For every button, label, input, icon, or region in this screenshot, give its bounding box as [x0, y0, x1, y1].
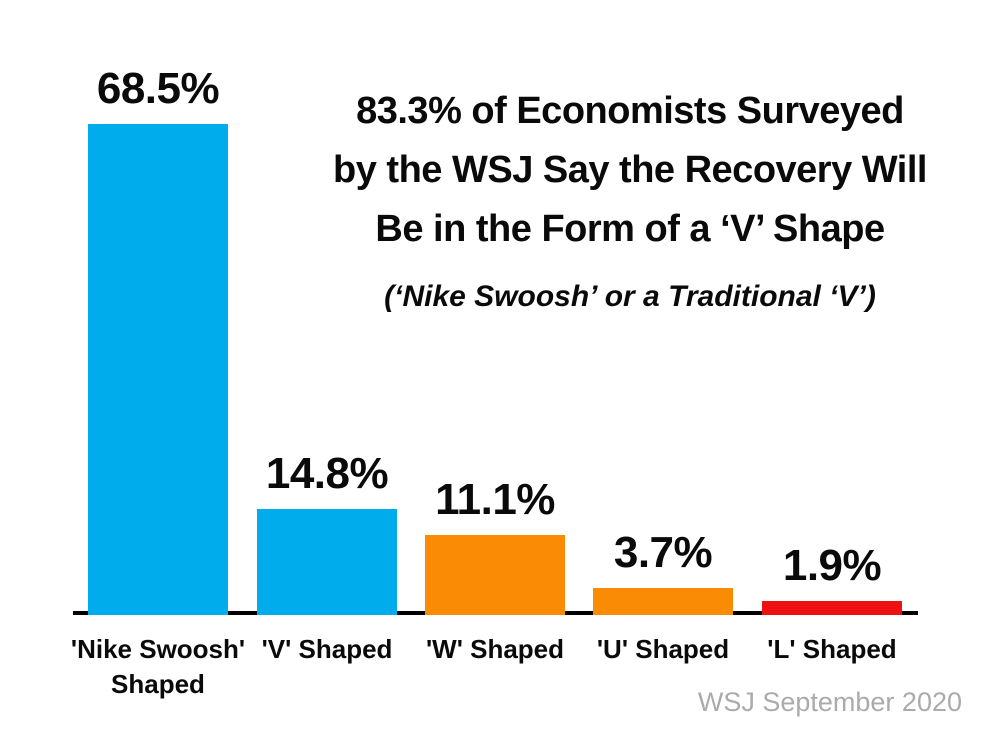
bar-group: 14.8% 'V' Shaped — [257, 0, 397, 664]
bar-value-label: 14.8% — [265, 449, 389, 498]
bar-value-label: 68.5% — [96, 64, 220, 113]
plot-area: 68.5% 'Nike Swoosh' Shaped 14.8% 'V' Shaped… — [71, 0, 918, 699]
bar-group: 1.9% 'L' Shaped — [762, 0, 902, 664]
chart-title-line-2: by the WSJ Say the Recovery Will — [333, 149, 927, 191]
bar-category-label: 'W' Shaped — [425, 634, 565, 664]
bar-category-label: 'L' Shaped — [767, 634, 897, 664]
chart-title-line-3: Be in the Form of a ‘V’ Shape — [375, 208, 885, 250]
chart-title: 83.3% of Economists Surveyed by the WSJ … — [280, 82, 980, 259]
bar-category-label: 'U' Shaped — [596, 634, 730, 664]
bar — [425, 535, 565, 615]
bar-category-label: 'V' Shaped — [261, 634, 393, 664]
bar-group: 3.7% 'U' Shaped — [593, 0, 733, 664]
bar — [762, 601, 902, 615]
bar-group: 11.1% 'W' Shaped — [425, 0, 565, 664]
chart-subtitle: (‘Nike Swoosh’ or a Traditional ‘V’) — [384, 280, 876, 313]
bar-group: 68.5% 'Nike Swoosh' Shaped — [71, 0, 245, 699]
bar-value-label: 3.7% — [613, 528, 713, 577]
bar-value-label: 1.9% — [782, 541, 882, 590]
bar-value-label: 11.1% — [435, 475, 555, 524]
bar — [88, 124, 228, 615]
bar — [593, 588, 733, 615]
bar-category-label: 'Nike Swoosh' Shaped — [70, 634, 246, 699]
bar — [257, 509, 397, 615]
chart-title-line-1: 83.3% of Economists Surveyed — [356, 90, 904, 132]
source-attribution: WSJ September 2020 — [697, 687, 962, 717]
